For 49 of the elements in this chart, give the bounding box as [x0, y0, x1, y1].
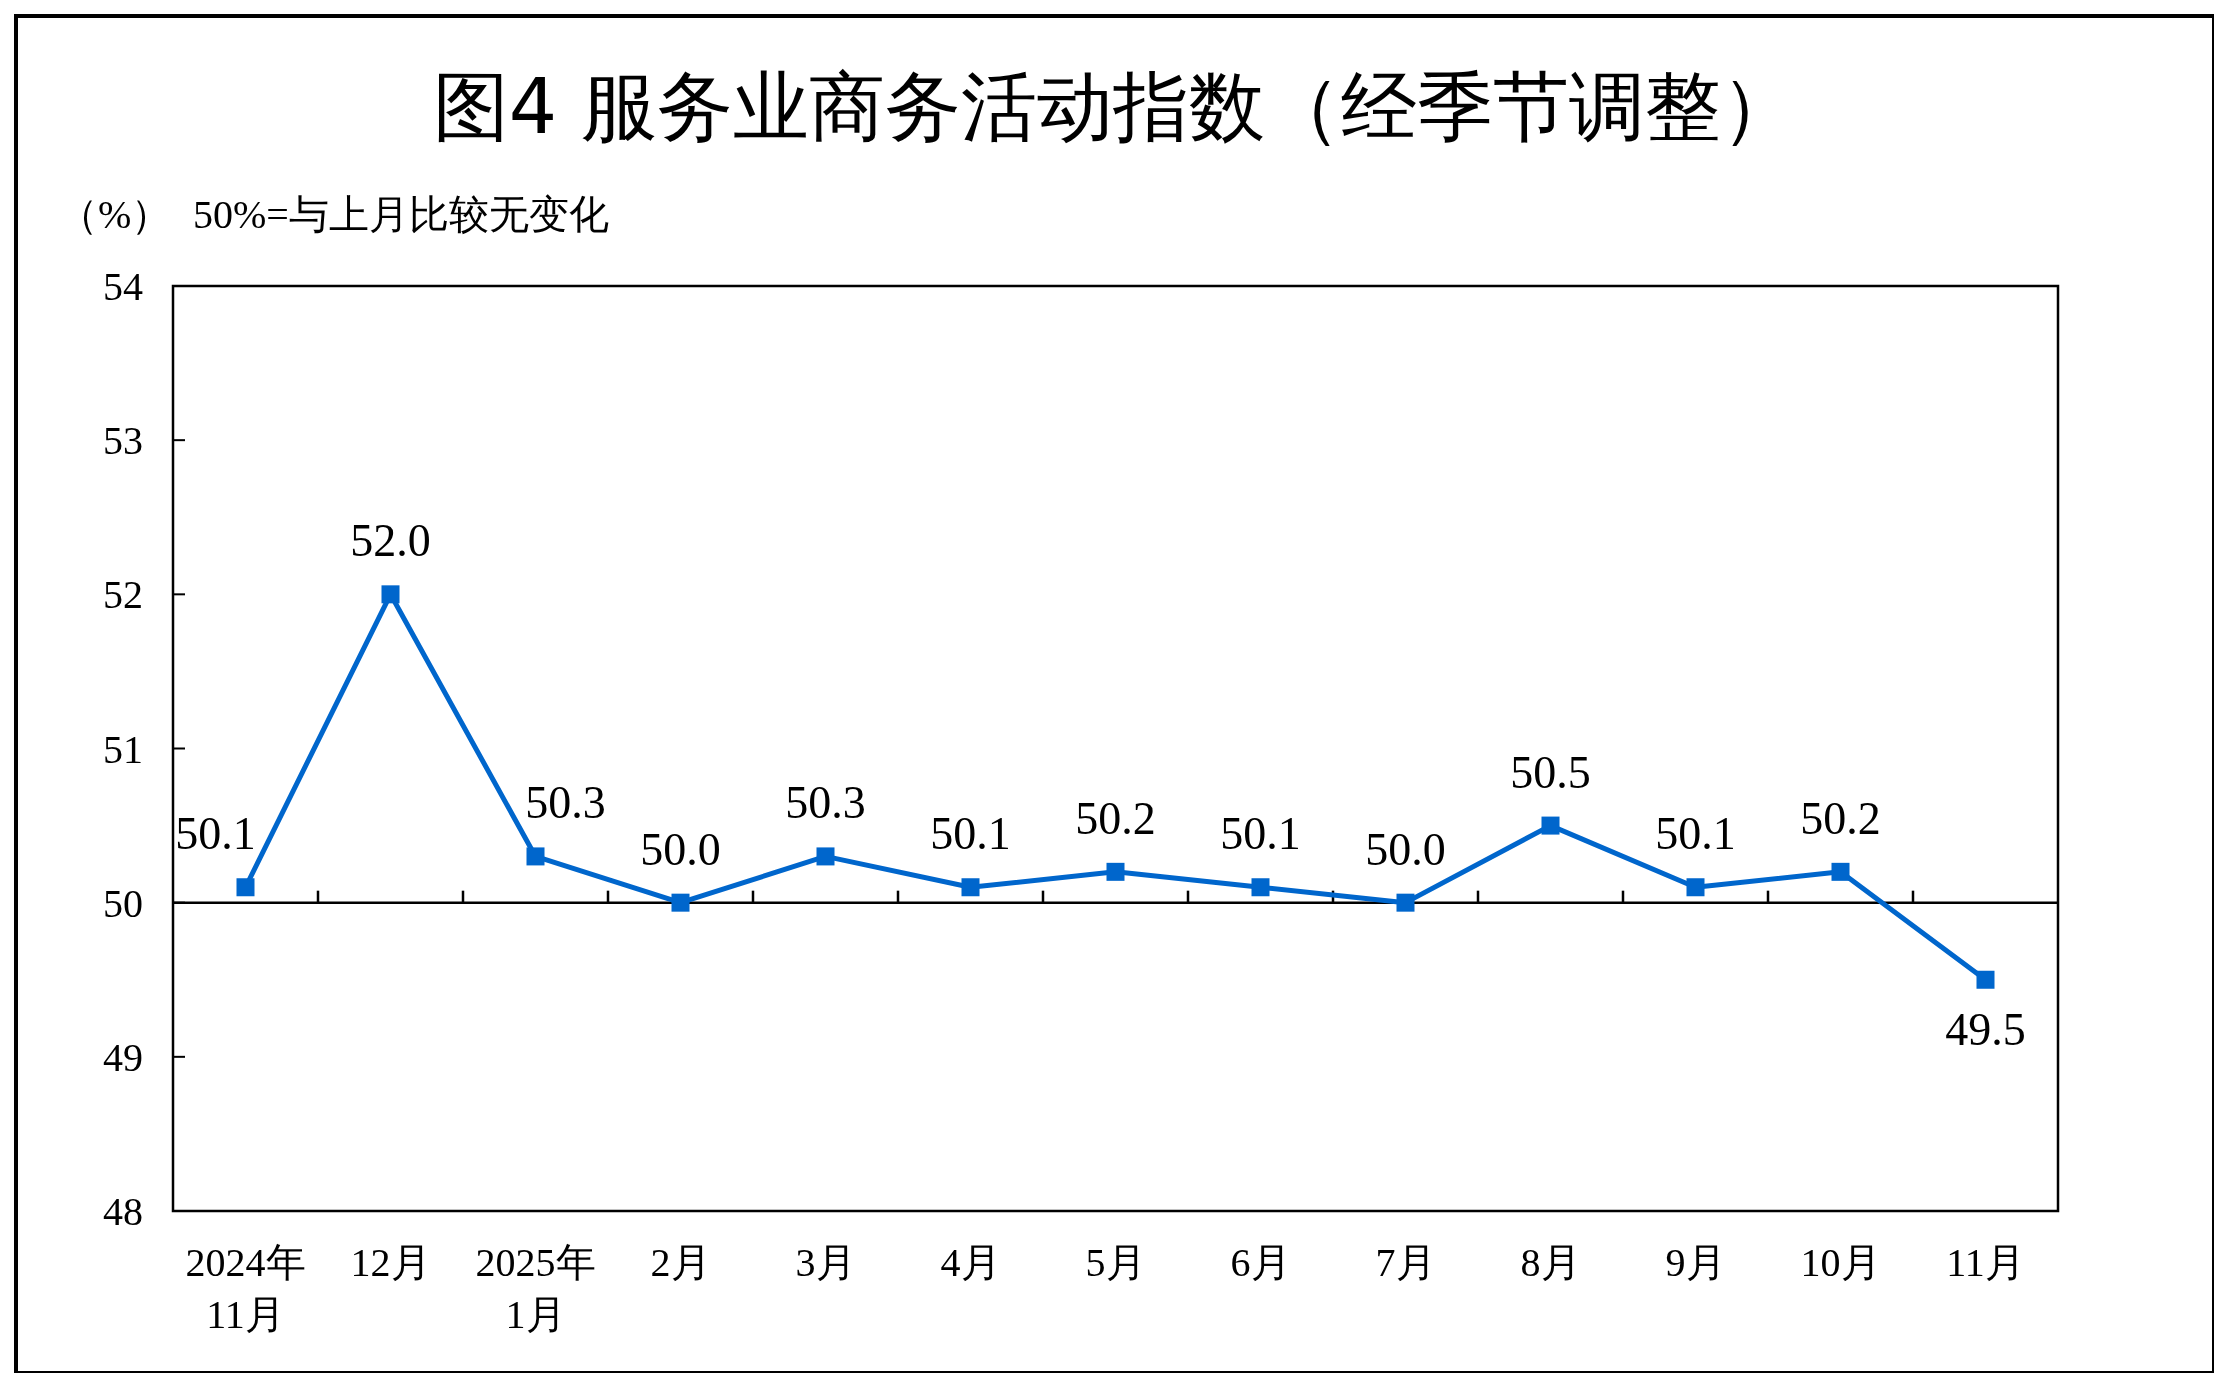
data-label: 50.2: [1800, 792, 1881, 844]
x-tick-label: 12月: [350, 1240, 431, 1285]
x-tick-label: 10月: [1800, 1240, 1881, 1285]
point: [1396, 893, 1415, 912]
chart-title: 图4 服务业商务活动指数（经季节调整）: [432, 62, 1798, 151]
point: [816, 847, 835, 866]
point: [1831, 862, 1850, 881]
x-tick-label: 2025年 1月: [475, 1240, 596, 1337]
data-label: 50.3: [525, 777, 606, 829]
point: [381, 585, 400, 604]
x-tick-label: 7月: [1375, 1240, 1436, 1285]
y-tick-label: 53: [103, 418, 143, 464]
data-label: 50.1: [1655, 808, 1736, 860]
x-tick-label: 2月: [650, 1240, 711, 1285]
y-tick-label: 48: [103, 1189, 143, 1234]
data-label: 52.0: [350, 515, 431, 567]
point: [1976, 970, 1995, 989]
y-tick-label: 52: [103, 572, 143, 618]
data-label: 50.3: [785, 777, 866, 829]
data-label: 50.0: [640, 823, 721, 875]
point: [1541, 816, 1560, 835]
data-label: 49.5: [1945, 1003, 2026, 1055]
y-tick-label: 50: [103, 880, 143, 926]
y-tick-label: 51: [103, 726, 143, 772]
point: [1106, 862, 1125, 881]
data-label: 50.2: [1075, 792, 1156, 844]
y-tick-label: 49: [103, 1034, 143, 1080]
point: [526, 847, 545, 866]
x-tick-label: 4月: [940, 1240, 1001, 1285]
point: [1686, 878, 1705, 897]
x-tick-label: 8月: [1520, 1240, 1581, 1285]
x-tick-label: 5月: [1085, 1240, 1146, 1285]
point: [1251, 878, 1270, 897]
data-label: 50.5: [1510, 746, 1591, 798]
point: [236, 878, 255, 897]
x-tick-label: 11月: [1946, 1240, 2025, 1285]
point: [961, 878, 980, 897]
data-label: 50.1: [175, 808, 256, 860]
x-tick-label: 9月: [1665, 1240, 1726, 1285]
y-tick-label: 54: [103, 264, 143, 309]
x-tick-label: 2024年 11月: [185, 1240, 306, 1337]
data-label: 50.1: [930, 808, 1011, 860]
data-label: 50.1: [1220, 808, 1301, 860]
y-axis-title: （%）: [58, 192, 172, 237]
text: 50%=与上月比较无变化: [193, 192, 609, 237]
data-label: 50.0: [1365, 823, 1446, 875]
point: [671, 893, 690, 912]
x-tick-label: 6月: [1230, 1240, 1291, 1285]
x-tick-label: 3月: [795, 1240, 856, 1285]
